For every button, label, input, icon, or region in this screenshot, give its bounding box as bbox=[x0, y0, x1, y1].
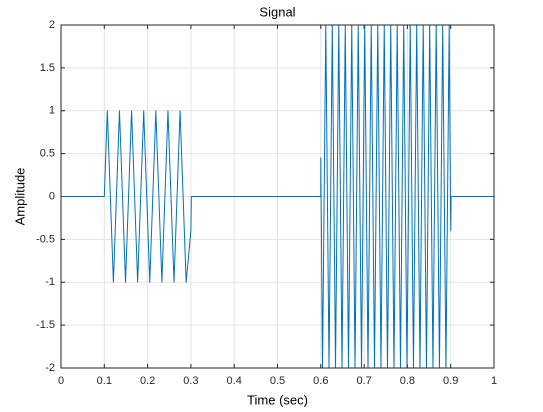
y-tick-label: 1 bbox=[49, 105, 55, 117]
chart-title: Signal bbox=[259, 4, 295, 19]
x-tick-label: 0.1 bbox=[97, 375, 112, 387]
x-tick-label: 0.8 bbox=[400, 375, 415, 387]
y-tick-label: -2 bbox=[45, 362, 55, 374]
x-axis-label: Time (sec) bbox=[247, 392, 308, 407]
y-tick-label: 0.5 bbox=[40, 148, 55, 160]
x-tick-label: 0 bbox=[58, 375, 64, 387]
x-tick-label: 0.4 bbox=[227, 375, 242, 387]
y-tick-label: 1.5 bbox=[40, 62, 55, 74]
x-tick-label: 0.6 bbox=[313, 375, 328, 387]
y-tick-label: -1.5 bbox=[36, 319, 55, 331]
y-tick-label: -1 bbox=[45, 276, 55, 288]
x-tick-label: 0.9 bbox=[443, 375, 458, 387]
x-tick-label: 1 bbox=[491, 375, 497, 387]
y-tick-label: 2 bbox=[49, 19, 55, 31]
axes-box bbox=[60, 24, 495, 369]
x-tick-label: 0.2 bbox=[140, 375, 155, 387]
y-tick-label: -0.5 bbox=[36, 233, 55, 245]
x-tick-label: 0.7 bbox=[356, 375, 371, 387]
y-axis-label: Amplitude bbox=[12, 168, 27, 226]
x-tick-label: 0.3 bbox=[183, 375, 198, 387]
x-tick-label: 0.5 bbox=[270, 375, 285, 387]
y-tick-label: 0 bbox=[49, 190, 55, 202]
